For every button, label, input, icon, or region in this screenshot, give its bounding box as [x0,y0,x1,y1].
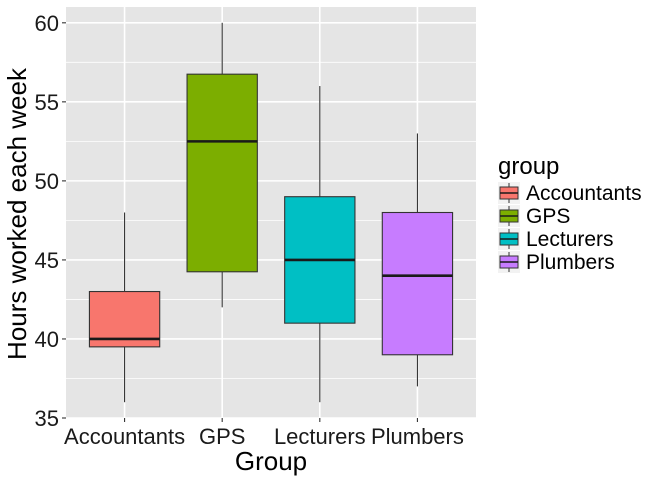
y-tick-label: 35 [35,406,59,431]
y-axis-title: Hours worked each week [2,67,32,360]
x-axis-title: Group [235,446,307,476]
box-iqr [88,290,161,348]
y-tick-label: 40 [35,327,59,352]
boxes [88,22,454,403]
box-iqr [186,73,258,273]
legend-label: Lecturers [526,228,614,251]
legend-label: Accountants [526,182,642,205]
box-plumbers [381,133,454,387]
y-tick-label: 45 [35,248,59,273]
x-tick-label: Accountants [64,424,185,449]
legend-key-lecturers [498,228,520,250]
legend-title: group [498,153,559,180]
y-tick-label: 50 [35,169,59,194]
x-axis: Accountants GPS Lecturers Plumbers [64,418,464,449]
x-tick-label: Plumbers [371,424,464,449]
x-tick-label: Lecturers [274,424,366,449]
y-axis: 35 40 45 50 55 60 [35,11,66,431]
legend-key-accountants [498,182,520,204]
box-lecturers [284,86,356,403]
box-gps [186,22,258,308]
legend-key-plumbers [498,251,520,273]
y-tick-label: 55 [35,90,59,115]
legend-label: Plumbers [526,251,615,274]
y-tick-label: 60 [35,11,59,36]
legend-key-gps [498,205,520,227]
x-tick-label: GPS [199,424,245,449]
box-accountants [88,212,161,403]
legend-label: GPS [526,205,570,228]
box-iqr [381,211,454,356]
